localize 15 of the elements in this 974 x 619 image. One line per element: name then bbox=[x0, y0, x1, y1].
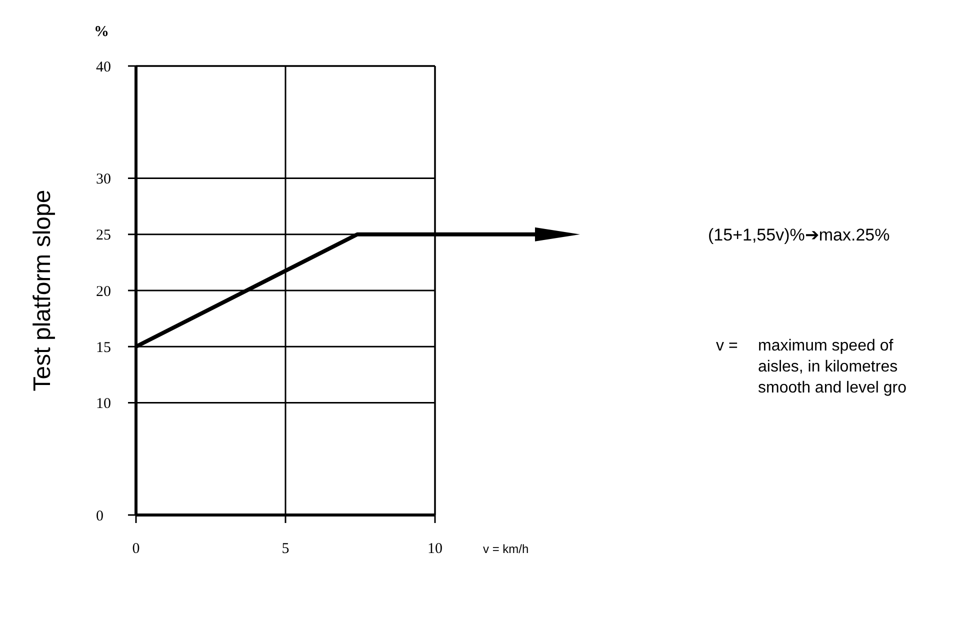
y-tick-label: 0 bbox=[96, 508, 104, 524]
y-tick-label: 40 bbox=[96, 59, 111, 76]
text: (15+1,55v)%➔max.25% bbox=[708, 225, 890, 244]
y-tick-label: 15 bbox=[96, 340, 111, 356]
y-tick-label: 30 bbox=[96, 172, 111, 188]
y-tick-label: 25 bbox=[96, 228, 111, 244]
text: v = maximum speed of aisles, in kilometres smooth and level gro bbox=[716, 338, 907, 397]
text: % bbox=[94, 24, 109, 40]
x-tick-label: 10 bbox=[428, 541, 442, 557]
x-tick-label: 5 bbox=[282, 541, 290, 557]
y-axis-title: Test platform slope bbox=[29, 190, 56, 392]
x-axis-title: v = km/h bbox=[483, 542, 529, 556]
y-tick-label: 20 bbox=[96, 284, 111, 300]
y-tick-label: 10 bbox=[96, 396, 111, 412]
x-tick-label: 0 bbox=[132, 541, 140, 557]
